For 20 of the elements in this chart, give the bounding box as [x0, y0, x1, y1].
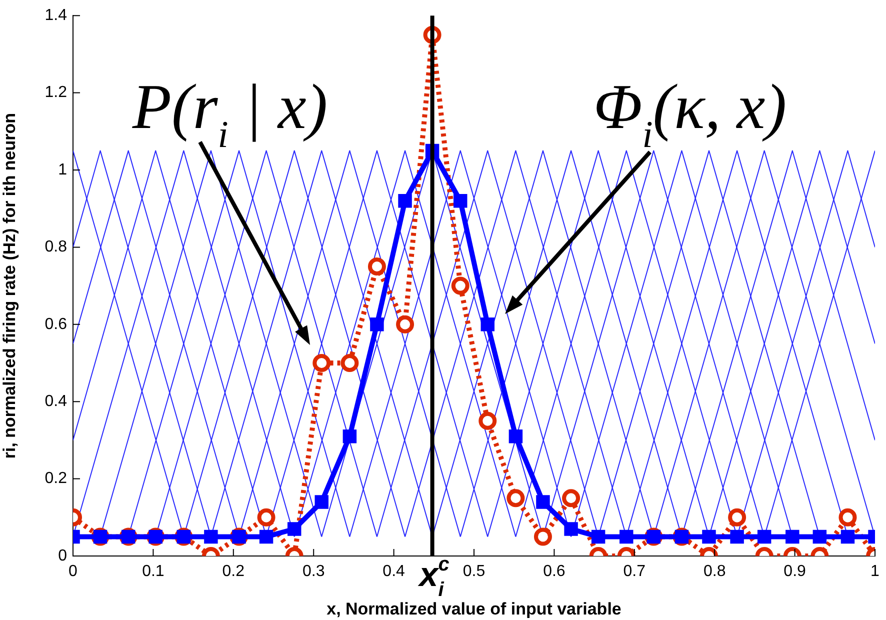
y-tick-label: 0.8 [44, 238, 68, 256]
y-tick-label: 1.4 [44, 7, 68, 24]
x-tick-label: 0.7 [623, 563, 646, 580]
x-tick-label: 0.1 [142, 563, 164, 580]
y-tick-label: 0.6 [44, 316, 68, 333]
x-tick-label: 0.2 [222, 563, 245, 580]
y-tick-label: 1.2 [44, 84, 68, 102]
y-tick-label: 0 [58, 547, 68, 564]
x-tick-label: 0.9 [784, 563, 806, 580]
y-axis-title: ri, normalized firing rate (Hz) for ith neuron [0, 112, 19, 459]
x-tick-label: 1 [870, 563, 880, 580]
x-tick-label: 0.4 [382, 563, 406, 580]
x-axis-title: x, Normalized value of input variable [326, 599, 622, 618]
x-tick-label: 0.3 [302, 563, 325, 580]
x-tick-label: 0.5 [462, 563, 486, 580]
y-tick-label: 1 [58, 161, 68, 178]
x-tick-label: 0.8 [703, 563, 726, 580]
x-tick-label: 0.6 [543, 563, 566, 580]
y-tick-label: 0.2 [44, 470, 68, 488]
y-tick-label: 0.4 [44, 393, 68, 410]
